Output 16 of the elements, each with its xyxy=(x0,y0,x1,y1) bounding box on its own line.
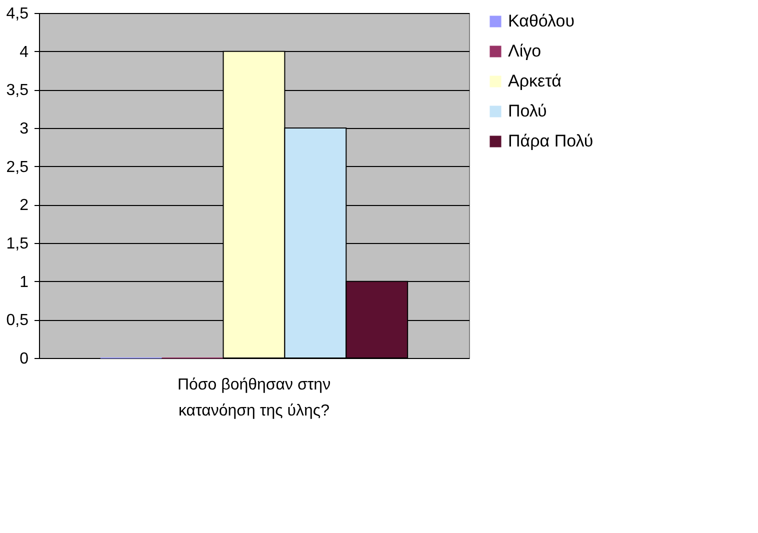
legend-label: Καθόλου xyxy=(508,12,575,30)
y-tick-label: 2,5 xyxy=(6,158,29,176)
legend-label: Πολύ xyxy=(508,102,547,120)
y-tick-label: 0,5 xyxy=(6,312,29,330)
legend-label: Πάρα Πολύ xyxy=(508,132,594,150)
legend-label: Αρκετά xyxy=(508,72,562,90)
x-tick-label: Πόσο βοήθησαν στην κατανόηση της ύλης? xyxy=(177,376,331,420)
legend-label: Λίγο xyxy=(508,42,542,60)
y-tick-label: 0 xyxy=(20,350,29,368)
y-tick-label: 4,5 xyxy=(6,6,29,22)
y-tick-label: 3 xyxy=(20,120,29,138)
y-tick-label: 2 xyxy=(20,197,29,214)
y-tick-label: 1 xyxy=(20,274,29,291)
y-tick-label: 1,5 xyxy=(6,236,29,252)
y-tick-label: 4 xyxy=(20,44,29,61)
y-tick-label: 3,5 xyxy=(6,82,29,100)
